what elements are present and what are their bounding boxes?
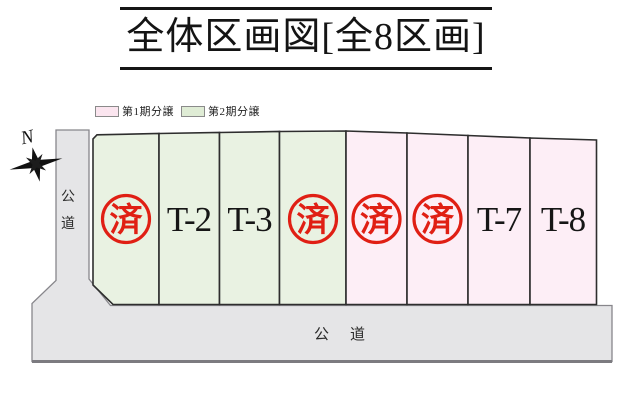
plot-8-shape [529, 137, 598, 306]
compass: N [9, 126, 63, 182]
plot-1: 済 [92, 132, 160, 306]
bottom-road-label: 公 道 [314, 326, 368, 343]
sold-stamp-text: 済 [360, 201, 394, 239]
left-road-label-char1: 公 [61, 190, 75, 205]
legend: 第1期分譲 第2期分譲 [95, 103, 260, 119]
page-title-block: 全体区画図[全8区画] [120, 7, 492, 70]
compass-n-label: N [18, 126, 37, 150]
plot-8: T-8 [529, 137, 598, 306]
plot-2-label: T-2 [167, 200, 211, 239]
legend-item-phase1: 第1期分譲 [95, 103, 174, 119]
plot-7-label: T-7 [477, 200, 522, 239]
sold-stamp-circle [412, 193, 463, 245]
plot-8-label: T-8 [541, 200, 586, 239]
public-road-shape [31, 129, 613, 363]
plot-6: 済 [406, 132, 469, 306]
plot-4: 済 [278, 130, 347, 306]
plot-2: T-2 [158, 131, 221, 306]
sold-stamp-text: 済 [110, 201, 144, 239]
plot-3: T-3 [218, 130, 281, 306]
phase2-swatch [181, 105, 205, 117]
sold-stamp-circle [287, 193, 339, 245]
compass-star-diagonal [25, 153, 47, 175]
sold-stamp-circle [100, 193, 152, 245]
sold-stamp-text: 済 [421, 201, 455, 239]
page-title: 全体区画図[全8区画] [126, 16, 486, 58]
plot-5: 済 [345, 130, 408, 306]
phase1-label: 第1期分譲 [122, 106, 174, 118]
sold-stamp-text: 済 [297, 201, 331, 239]
legend-item-phase2: 第2期分譲 [181, 103, 260, 119]
sold-stamp-circle [351, 193, 402, 245]
plot-7: T-7 [467, 134, 531, 306]
left-road-label-char2: 道 [61, 216, 75, 232]
phase1-swatch [95, 105, 119, 117]
phase2-label: 第2期分譲 [208, 106, 260, 118]
plot-3-label: T-3 [227, 200, 272, 239]
